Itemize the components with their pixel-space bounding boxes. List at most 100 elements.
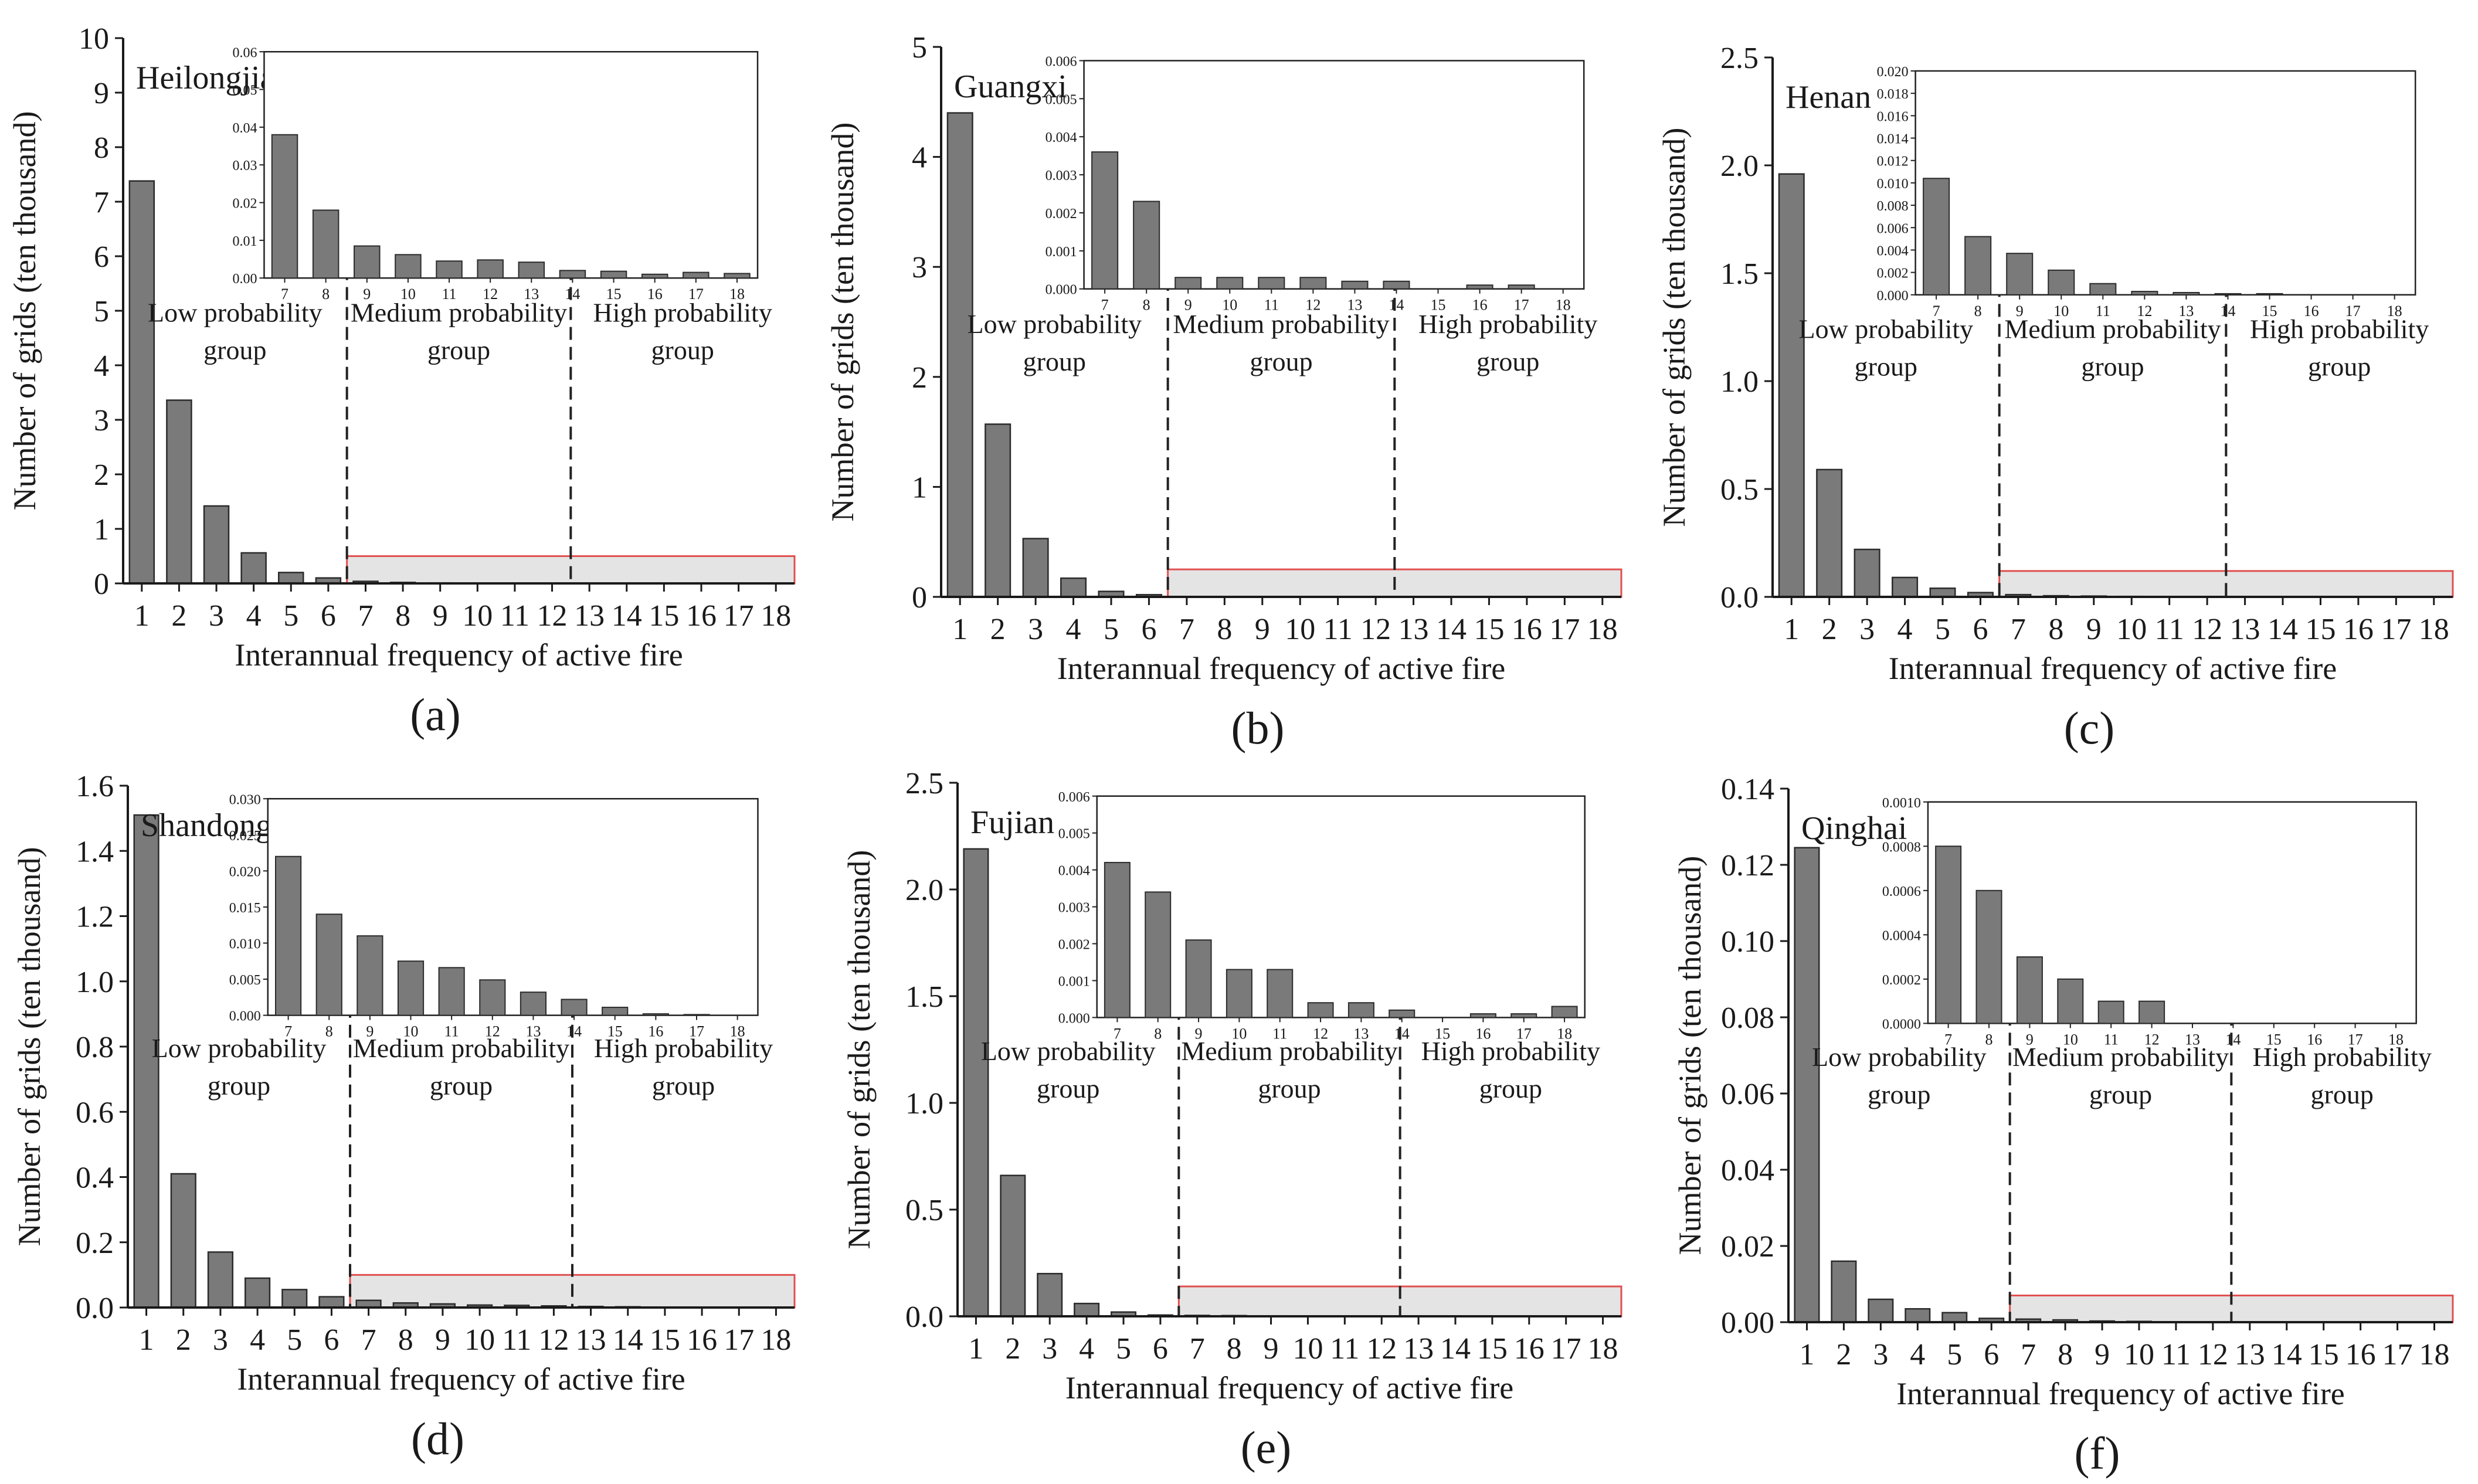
inset-bar — [642, 1013, 669, 1016]
y-tick-label: 0.8 — [76, 1031, 114, 1064]
inset-y-tick-label: 0.006 — [1045, 54, 1077, 69]
inset-x-tick-label: 18 — [1557, 1025, 1572, 1042]
inset-bar — [1923, 178, 1950, 296]
y-tick-label: 0.4 — [76, 1162, 114, 1195]
inset-x-tick-label: 15 — [606, 286, 622, 303]
inset-bar — [2214, 293, 2242, 296]
inset-y-tick-label: 0.004 — [1058, 864, 1090, 879]
inset-y-tick-label: 0.000 — [1045, 283, 1077, 298]
y-tick-label: 5 — [94, 295, 109, 328]
inset-bar — [518, 262, 545, 279]
y-tick-label: 3 — [94, 404, 109, 437]
inset-bar — [357, 935, 383, 1016]
inset-frame — [1914, 70, 2416, 296]
inset-y-tick-label: 0.014 — [1877, 132, 1909, 147]
bar — [278, 572, 304, 585]
x-tick-label: 11 — [1330, 1332, 1359, 1366]
inset-bar — [2173, 291, 2200, 296]
bar — [946, 112, 973, 598]
inset-x-tick-label: 17 — [1516, 1025, 1532, 1042]
inset-bar — [1469, 1013, 1496, 1018]
inset-x-tick-label: 10 — [2053, 303, 2069, 320]
inset-frame — [1083, 60, 1585, 290]
inset-y-tick-label: 0.005 — [1058, 827, 1090, 842]
bar — [985, 423, 1011, 598]
inset-y-tick-label: 0.010 — [1877, 176, 1909, 192]
inset-x-tick-label: 18 — [1556, 297, 1571, 314]
group-label: Low probability — [1812, 1042, 1987, 1072]
bar — [1060, 577, 1087, 598]
x-tick-label: 5 — [1104, 613, 1119, 646]
group-label: group — [1037, 1074, 1099, 1103]
inset-x-tick-label: 10 — [1231, 1025, 1247, 1042]
inset-x-tick-label: 7 — [281, 286, 288, 303]
inset-y-tick-label: 0.018 — [1877, 87, 1909, 102]
inset-bar — [1510, 1013, 1537, 1018]
group-label: group — [1855, 351, 1917, 381]
x-tick-label: 2 — [1822, 613, 1837, 646]
inset-x-tick-label: 8 — [1154, 1025, 1162, 1042]
chart-panel: Low probability group Medium probability gr… — [12, 770, 796, 1464]
x-tick-label: 16 — [1514, 1332, 1544, 1366]
y-tick-label: 6 — [94, 240, 109, 274]
x-tick-label: 6 — [1141, 613, 1156, 646]
x-tick-label: 17 — [1551, 1332, 1581, 1366]
inset-x-tick-label: 10 — [400, 286, 416, 303]
x-tick-label: 18 — [761, 599, 791, 633]
x-tick-label: 4 — [246, 599, 262, 633]
y-tick-label: 0.0 — [76, 1292, 114, 1325]
x-tick-label: 16 — [1512, 613, 1542, 646]
inset-x-tick-label: 14 — [1394, 1025, 1410, 1042]
x-tick-label: 8 — [2058, 1338, 2073, 1371]
x-tick-label: 10 — [1285, 613, 1315, 646]
inset-bar — [1935, 845, 1962, 1024]
chart-panel: Low probability group Medium probability gr… — [825, 31, 1622, 753]
inset-y-tick-label: 0.05 — [232, 83, 257, 99]
inset-y-tick-label: 0.0006 — [1882, 884, 1921, 899]
inset-bar — [315, 914, 342, 1016]
x-tick-label: 7 — [1179, 613, 1194, 646]
inset-y-tick-label: 0.0008 — [1882, 840, 1921, 855]
inset-bar — [436, 260, 463, 279]
inset-x-tick-label: 17 — [1514, 297, 1529, 314]
inset-y-tick-label: 0.006 — [1877, 221, 1909, 236]
y-tick-label: 1.5 — [905, 980, 943, 1014]
inset-x-tick-label: 18 — [2388, 1031, 2404, 1048]
inset-x-tick-label: 12 — [1305, 297, 1321, 314]
inset-y-tick-label: 0.005 — [1045, 92, 1077, 107]
x-tick-label: 17 — [724, 599, 754, 633]
bar — [1000, 1174, 1026, 1317]
inset-y-tick-label: 0.002 — [1877, 266, 1909, 281]
y-tick-label: 0.0 — [905, 1300, 943, 1334]
y-tick-label: 3 — [912, 251, 927, 284]
inset-x-tick-label: 9 — [366, 1023, 374, 1040]
y-tick-label: 4 — [94, 349, 109, 383]
group-label: group — [2089, 1079, 2152, 1109]
x-tick-label: 1 — [139, 1323, 154, 1357]
inset-y-tick-label: 0.010 — [229, 936, 261, 952]
group-label: Low probability — [152, 1033, 327, 1063]
group-label: Low probability — [148, 298, 323, 328]
inset-y-tick-label: 0.005 — [229, 973, 261, 988]
inset-x-tick-label: 16 — [1475, 1025, 1491, 1042]
x-tick-label: 17 — [2381, 613, 2411, 646]
group-label: group — [208, 1071, 270, 1101]
inset-x-tick-label: 16 — [1472, 297, 1488, 314]
x-tick-label: 3 — [1042, 1332, 1057, 1366]
y-tick-label: 1.6 — [76, 770, 114, 803]
y-tick-label: 0.0 — [1720, 581, 1759, 614]
x-tick-label: 10 — [2124, 1338, 2154, 1371]
x-tick-label: 4 — [250, 1323, 265, 1357]
x-tick-label: 17 — [1549, 613, 1580, 646]
inset-y-tick-label: 0.000 — [229, 1009, 261, 1024]
group-label: High probability — [2252, 1042, 2431, 1072]
y-tick-label: 0 — [912, 581, 927, 614]
inset-x-tick-label: 7 — [1944, 1031, 1952, 1048]
y-tick-label: 0.14 — [1721, 773, 1774, 806]
x-tick-label: 11 — [500, 599, 529, 633]
inset-bar — [477, 259, 504, 279]
inset-bar — [1551, 1006, 1578, 1018]
x-tick-label: 14 — [613, 1323, 643, 1357]
y-tick-label: 0.6 — [76, 1096, 114, 1129]
bar — [1831, 1260, 1857, 1323]
